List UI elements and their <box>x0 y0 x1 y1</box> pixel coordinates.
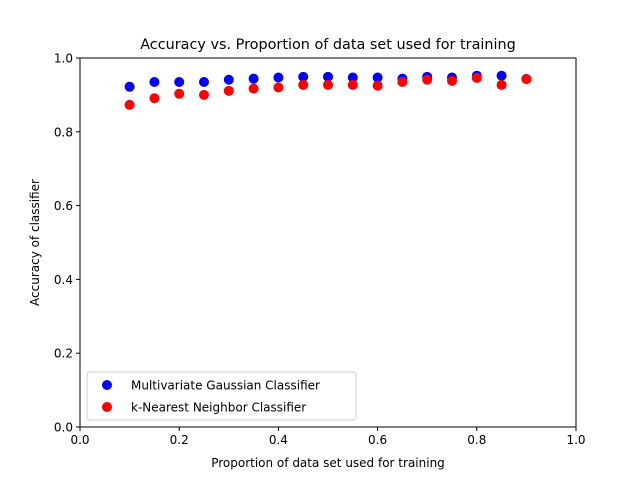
data-point-series-0 <box>124 81 135 92</box>
x-tick-label: 0.8 <box>467 433 486 447</box>
data-point-series-0 <box>223 74 234 85</box>
x-tick-label: 0.4 <box>269 433 288 447</box>
data-point-series-1 <box>372 80 383 91</box>
legend: Multivariate Gaussian Classifier k-Neare… <box>86 371 357 421</box>
data-point-series-1 <box>347 79 358 90</box>
data-point-series-1 <box>273 82 284 93</box>
y-axis-label: Accuracy of classifier <box>28 179 42 306</box>
data-point-series-1 <box>248 83 259 94</box>
data-point-series-0 <box>347 72 358 83</box>
data-point-series-1 <box>323 79 333 90</box>
data-point-series-1 <box>447 75 457 86</box>
data-point-series-1 <box>124 99 135 110</box>
data-point-series-0 <box>199 76 209 87</box>
legend-marker-gaussian <box>102 380 112 390</box>
data-point-series-1 <box>223 85 234 96</box>
x-axis-label: Proportion of data set used for training <box>211 456 445 470</box>
legend-label-knn: k-Nearest Neighbor Classifier <box>131 401 306 415</box>
data-point-series-1 <box>471 72 482 83</box>
data-point-series-0 <box>273 72 284 83</box>
data-point-series-0 <box>149 76 160 87</box>
chart-title: Accuracy vs. Proportion of data set used… <box>140 37 516 53</box>
data-point-series-0 <box>298 71 309 82</box>
data-point-series-1 <box>496 79 507 90</box>
y-tick-label: 1.0 <box>54 52 73 66</box>
x-tick-label: 0.0 <box>70 433 89 447</box>
data-point-series-0 <box>248 73 259 84</box>
legend-box <box>86 371 357 421</box>
y-tick-label: 0.6 <box>54 199 73 213</box>
data-point-series-1 <box>199 89 209 100</box>
y-tick-label: 0.4 <box>54 273 73 287</box>
data-point-series-1 <box>397 76 408 87</box>
data-point-series-1 <box>422 74 433 85</box>
data-point-series-0 <box>174 76 185 87</box>
x-tick-label: 0.2 <box>170 433 189 447</box>
x-tick-label: 1.0 <box>566 433 585 447</box>
plot-frame <box>79 57 577 428</box>
data-point-series-0 <box>323 71 333 82</box>
data-point-series-1 <box>174 88 185 99</box>
legend-label-gaussian: Multivariate Gaussian Classifier <box>131 379 320 393</box>
data-point-series-1 <box>149 93 160 104</box>
x-tick-label: 0.6 <box>368 433 387 447</box>
data-point-series-0 <box>372 72 383 83</box>
legend-marker-knn <box>102 402 112 412</box>
y-tick-label: 0.8 <box>54 125 73 139</box>
y-tick-label: 0.0 <box>54 421 73 435</box>
data-point-series-0 <box>496 70 507 81</box>
data-point-series-1 <box>298 79 309 90</box>
y-tick-label: 0.2 <box>54 347 73 361</box>
data-point-series-1 <box>521 74 532 85</box>
